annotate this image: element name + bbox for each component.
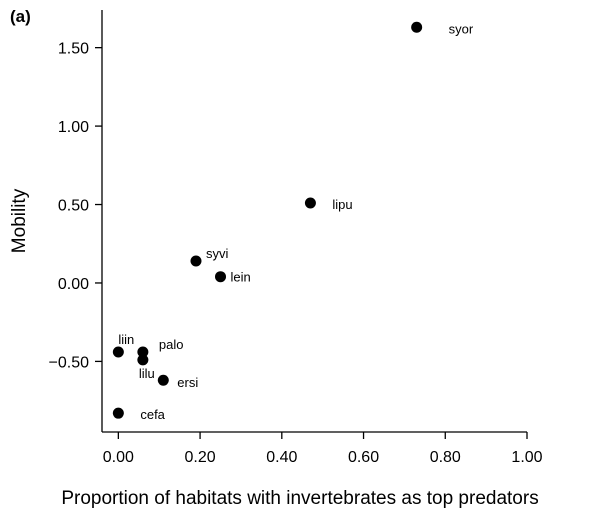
y-tick-label: 0.00 [58,276,89,293]
point-label: lein [231,270,251,285]
point-label: ersi [177,375,198,390]
point-label: syvi [206,246,229,261]
data-point [137,346,149,358]
x-axis-title: Proportion of habitats with invertebrate… [61,488,538,509]
data-point [215,271,227,283]
y-tick-label: −0.50 [49,354,90,371]
x-tick-label: 0.00 [103,449,134,466]
point-label: cefa [140,407,165,422]
point-label: lilu [139,366,155,381]
x-tick-label: 1.00 [511,449,542,466]
y-tick-label: 1.00 [58,119,89,136]
y-axis-title: Mobility [9,188,30,253]
point-label: liin [118,332,134,347]
x-tick-label: 0.40 [266,449,297,466]
data-point [112,346,124,358]
y-tick-label: 1.50 [58,41,89,58]
x-axis-ticks: 0.00 0.20 0.40 0.60 0.80 1.00 [103,432,543,466]
x-tick-label: 0.20 [185,449,216,466]
data-point [190,255,202,267]
data-point [157,374,169,386]
x-tick-label: 0.60 [348,449,379,466]
point-label: syor [449,21,474,36]
x-tick-label: 0.80 [430,449,461,466]
data-point [112,407,124,419]
data-point [137,354,149,366]
data-point [411,21,423,33]
point-label: palo [159,337,184,352]
data-point [304,197,316,209]
point-label: lipu [332,197,352,212]
y-axis-ticks: −0.50 0.00 0.50 1.00 1.50 [49,41,102,371]
panel-label: (a) [10,7,31,26]
y-tick-label: 0.50 [58,198,89,215]
